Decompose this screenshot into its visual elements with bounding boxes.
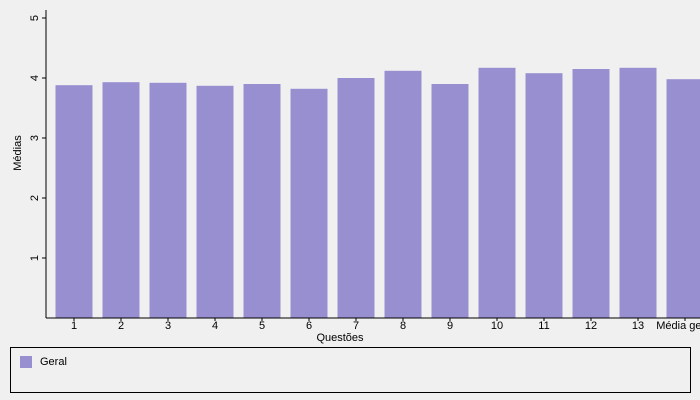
legend-label: Geral — [40, 356, 67, 368]
x-tick-label: 12 — [585, 320, 597, 332]
x-tick-label: 10 — [491, 320, 503, 332]
bar — [243, 84, 281, 318]
x-tick-label: 11 — [538, 320, 549, 332]
y-tick-label: 4 — [29, 75, 41, 81]
bar — [102, 82, 140, 318]
y-tick-label: 3 — [29, 135, 41, 141]
y-axis-title: Médias — [12, 135, 24, 171]
x-tick-label: 3 — [165, 320, 171, 332]
y-tick-label: 5 — [29, 15, 41, 21]
bar — [384, 70, 422, 318]
bar — [666, 79, 700, 318]
x-tick-label: 2 — [118, 320, 124, 332]
x-axis-title: Questões — [316, 332, 364, 344]
bar — [572, 69, 610, 318]
x-tick-label: 4 — [212, 320, 218, 332]
bar — [478, 67, 516, 318]
x-tick-label: 9 — [447, 320, 453, 332]
bar — [431, 84, 469, 318]
bar — [290, 88, 328, 318]
x-tick-label: Média geral — [656, 320, 700, 332]
legend-box — [10, 347, 691, 393]
legend-swatch — [20, 356, 32, 368]
x-tick-label: 1 — [71, 320, 77, 332]
y-tick-label: 2 — [29, 195, 41, 201]
bar — [149, 82, 187, 318]
x-tick-label: 6 — [306, 320, 312, 332]
bar — [525, 73, 563, 318]
x-tick-label: 8 — [400, 320, 406, 332]
x-tick-label: 7 — [353, 320, 359, 332]
bar — [55, 85, 93, 318]
bar — [337, 78, 375, 318]
x-tick-label: 5 — [259, 320, 265, 332]
x-tick-label: 13 — [632, 320, 644, 332]
bar — [619, 67, 657, 318]
y-tick-label: 1 — [29, 255, 41, 261]
bar — [196, 85, 234, 318]
